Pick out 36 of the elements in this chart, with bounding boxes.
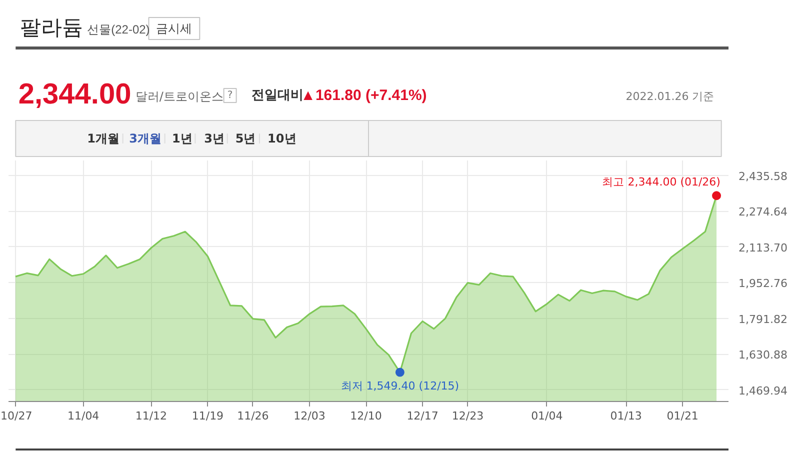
text: 1개월 xyxy=(87,132,120,146)
chart-subtitle: 선물(22-02) xyxy=(87,22,150,36)
y-tick-label: 2,435.58 xyxy=(738,170,788,183)
y-tick-label: 1,469.94 xyxy=(738,384,788,398)
text: 3개월 xyxy=(129,132,162,146)
text: 2022.01.26 기준 xyxy=(626,90,714,103)
x-tick-label: 01/04 xyxy=(531,410,563,422)
text: 2,344.00 xyxy=(18,78,132,110)
x-tick-label: 11/19 xyxy=(192,410,224,422)
text: 10년 xyxy=(268,132,296,146)
text: ▲161.80 (+7.41%) xyxy=(300,87,427,104)
y-tick-label: 1,952.76 xyxy=(738,277,788,290)
x-tick-label: 12/03 xyxy=(294,410,326,422)
y-tick-label: 1,791.82 xyxy=(738,312,788,326)
x-tick-label: 11/04 xyxy=(68,410,100,422)
text: 1년 xyxy=(172,132,192,146)
chart-title: 팔라듐 xyxy=(20,16,84,40)
text: 3년 xyxy=(204,132,224,146)
x-tick-label: 01/13 xyxy=(610,410,642,422)
y-tick-label: 2,274.64 xyxy=(738,206,788,219)
y-tick-label: 2,113.70 xyxy=(738,241,788,254)
text: 달러/트로이온스 xyxy=(135,90,224,104)
x-tick-label: 01/21 xyxy=(666,410,698,422)
x-tick-label: 12/23 xyxy=(452,410,484,422)
text: 전일대비 xyxy=(251,88,304,103)
x-tick-label: 11/12 xyxy=(135,410,168,422)
x-tick-label: 11/26 xyxy=(237,410,269,422)
text: 5년 xyxy=(235,132,256,146)
x-tick-label: 12/17 xyxy=(406,410,438,422)
x-tick-label: 10/27 xyxy=(0,410,32,422)
y-tick-label: 1,630.88 xyxy=(738,348,788,362)
x-tick-label: 12/10 xyxy=(350,410,382,422)
text: 금시세 xyxy=(156,22,192,36)
data-label: 최저 1,549.40 (12/15) xyxy=(340,379,460,392)
data-label: 최고 2,344.00 (01/26) xyxy=(602,176,720,189)
text: ? xyxy=(227,90,233,101)
